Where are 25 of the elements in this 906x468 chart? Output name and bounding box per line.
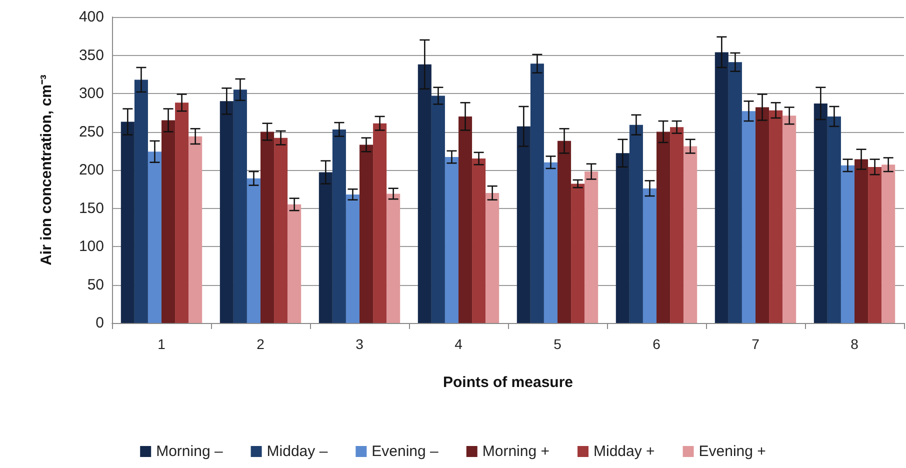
x-tick-label: 4 (454, 336, 463, 352)
y-tick-label: 400 (78, 8, 104, 26)
y-tick-label: 100 (78, 238, 104, 255)
legend-label: Midday + (593, 443, 656, 460)
legend-label: Evening – (372, 443, 440, 460)
x-tick-label: 5 (554, 336, 562, 352)
y-tick-label: 350 (78, 46, 104, 64)
y-tick-label: 50 (87, 276, 104, 294)
x-tick-label: 6 (652, 336, 661, 352)
legend-label: Evening + (698, 443, 766, 460)
y-tick-label: 300 (78, 85, 104, 102)
x-tick-label: 7 (752, 336, 760, 352)
y-tick-label: 250 (78, 123, 104, 140)
y-tick-label: 150 (78, 200, 104, 217)
x-axis-title: Points of measure (442, 374, 574, 391)
legend-label: Morning + (482, 443, 550, 460)
x-tick-label: 2 (256, 336, 265, 352)
y-tick-label: 0 (96, 314, 104, 332)
x-tick-label: 1 (158, 336, 166, 352)
legend-label: Morning – (156, 443, 224, 460)
x-tick-label: 3 (356, 336, 364, 352)
y-tick-label: 200 (78, 162, 104, 178)
legend-label: Midday – (266, 443, 328, 460)
y-axis-title: Air ion concentration, cm⁻³ (38, 74, 55, 266)
x-tick-label: 8 (850, 336, 859, 352)
